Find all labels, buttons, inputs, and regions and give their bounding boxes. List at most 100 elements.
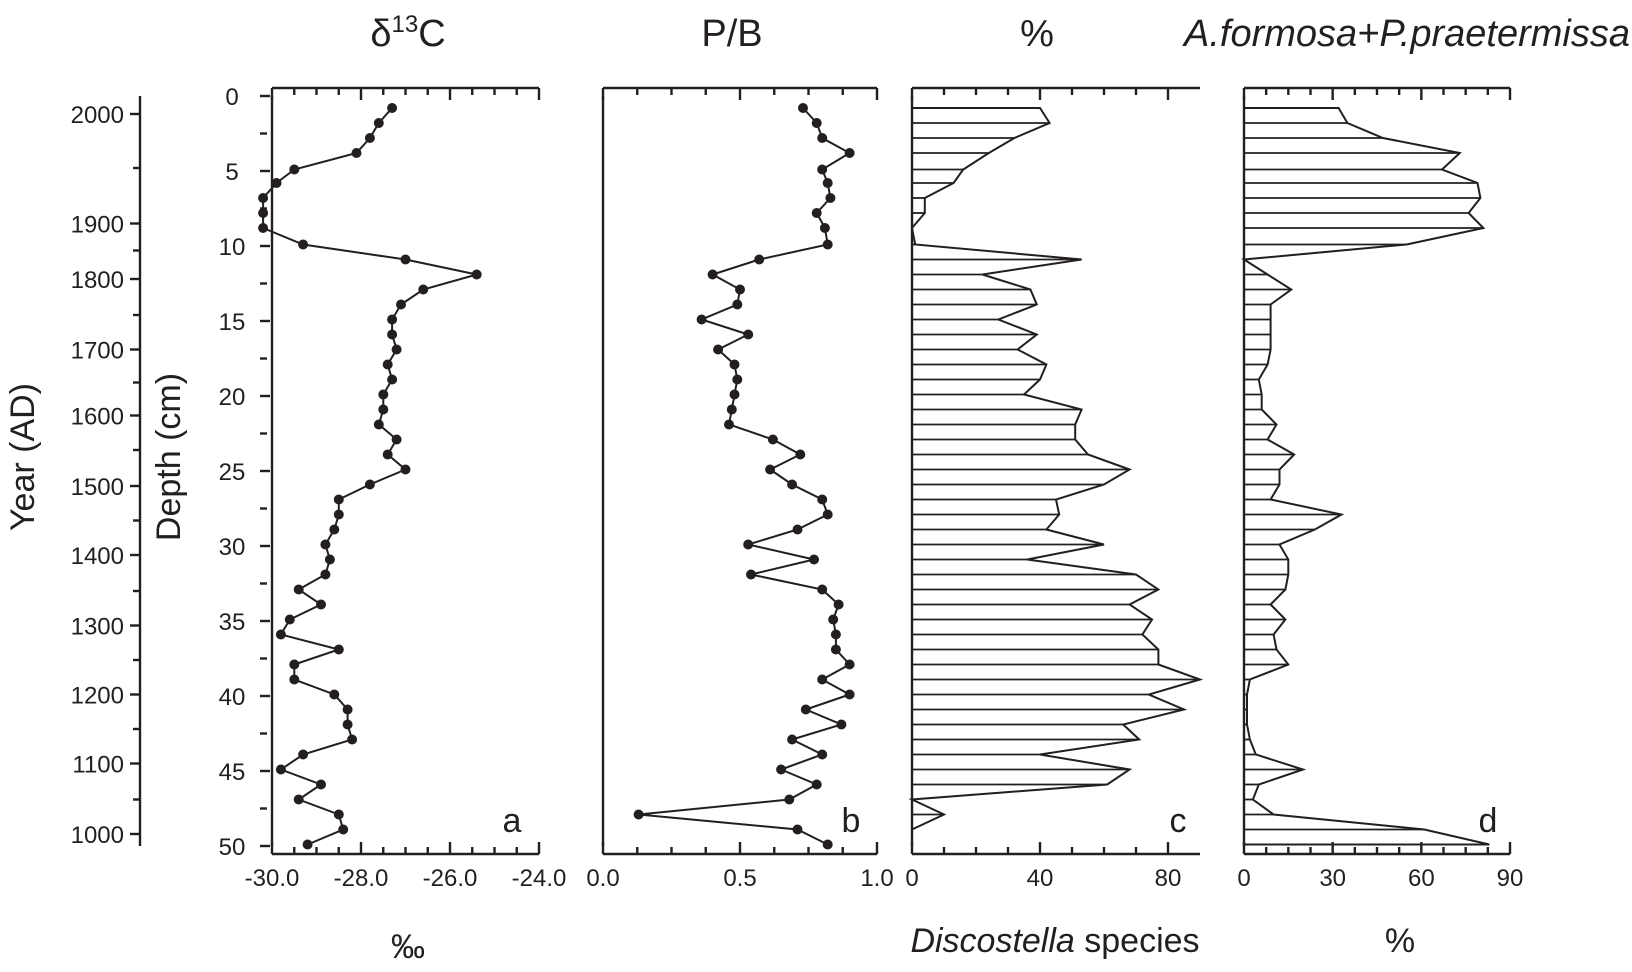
panel-a-point — [364, 479, 375, 490]
panel-a-series-line — [262, 107, 477, 846]
panel-a-point — [316, 599, 326, 610]
depth-tick-label: 15 — [219, 309, 246, 336]
panel-b-point — [729, 359, 740, 370]
panel-b-xtick-label: 1.0 — [860, 865, 893, 892]
panel-b-point — [784, 794, 795, 805]
panel-b-point — [828, 614, 839, 625]
depth-tick-label: 30 — [219, 534, 246, 561]
panel-b-point — [817, 494, 828, 505]
panel-a-xlabel: ‰ — [391, 928, 425, 966]
depth-tick-label: 0 — [225, 84, 238, 111]
panel-a-point — [289, 674, 300, 685]
depth-tick-label: 45 — [219, 759, 246, 786]
panel-b-point — [836, 719, 847, 730]
panel-b-point — [732, 374, 743, 385]
year-tick-label: 1000 — [71, 822, 124, 849]
panel-b-xtick-label: 0.5 — [723, 865, 756, 892]
depth-tick-label: 35 — [219, 609, 246, 636]
panel-a-point — [275, 629, 286, 640]
panel-b-point — [825, 193, 836, 203]
year-tick-label: 1200 — [71, 683, 124, 710]
year-tick-label: 1900 — [71, 212, 124, 239]
panel-b-point — [819, 223, 830, 233]
year-tick-label: 1100 — [72, 752, 124, 779]
panel-a-point — [289, 164, 300, 175]
panel-a-point — [320, 539, 331, 550]
panel-b-point — [811, 779, 822, 790]
panel-b-point — [817, 164, 828, 175]
panel-b-point — [743, 539, 754, 550]
panel-b-point — [817, 133, 828, 143]
panel-a-point — [378, 389, 389, 400]
panel-a-point — [333, 644, 344, 655]
panel-b-series-line — [638, 107, 853, 846]
panel-a-point — [284, 614, 295, 625]
panel-a-letter: a — [503, 802, 522, 840]
panel-a-point — [342, 704, 353, 715]
panel-b-point — [844, 659, 855, 670]
panel-b-point — [798, 103, 808, 113]
depth-tick-label: 50 — [219, 834, 246, 861]
panel-a: -30.0 -28.0 -26.0 -24.0 — [245, 86, 567, 892]
panel-a-point — [293, 794, 304, 805]
depth-tick-label: 25 — [219, 459, 246, 486]
year-tick-label: 1500 — [71, 474, 124, 501]
panel-b-point — [754, 254, 765, 265]
year-tick-label: 1700 — [71, 338, 124, 365]
panel-a-xtick-label: -30.0 — [245, 865, 300, 892]
panel-b-point — [743, 329, 754, 340]
panel-a-xtick-label: -24.0 — [512, 865, 567, 892]
panel-c-xtick-label: 40 — [1027, 865, 1054, 892]
panel-b-point — [795, 449, 806, 460]
panel-a-point — [351, 148, 362, 158]
panel-a-point — [387, 374, 398, 385]
panel-a-point — [418, 284, 429, 295]
panel-d-envelope — [1240, 107, 1490, 846]
panel-b-point — [844, 148, 855, 158]
panel-a-point — [302, 839, 313, 850]
panel-a-point — [347, 734, 358, 745]
panel-c-xlabel-rest: species — [1075, 922, 1200, 960]
depth-ticks: 0 5 10 15 20 25 30 35 40 45 50 — [219, 84, 270, 861]
panel-d-xlabel: % — [1385, 922, 1415, 960]
panel-b-point — [811, 208, 822, 218]
panel-a-point — [316, 779, 326, 790]
panel-b-point — [633, 809, 644, 820]
panel-a-point — [364, 133, 375, 143]
depth-tick-label: 10 — [219, 234, 246, 261]
panel-a-point — [333, 809, 344, 820]
panel-b-point — [830, 644, 841, 655]
panel-a-point — [298, 239, 309, 250]
panel-b-point — [811, 118, 822, 128]
panel-b-point — [830, 629, 841, 640]
panel-a-point — [320, 569, 331, 580]
panel-d: 0 30 60 90 — [1237, 86, 1524, 892]
panel-a-point — [289, 659, 300, 670]
panel-b-point — [822, 239, 833, 250]
panel-c-letter: c — [1170, 802, 1187, 840]
depth-tick-label: 5 — [225, 159, 238, 186]
panel-b-point — [817, 674, 828, 685]
panel-a-point — [298, 749, 309, 760]
panel-a-title-delta: δ — [370, 13, 391, 55]
panel-b-point — [822, 509, 833, 520]
depth-tick-label: 40 — [219, 684, 246, 711]
panel-a-title: δ13C — [370, 11, 445, 55]
depth-axis: Depth (cm) 0 5 10 15 20 25 30 35 40 45 50 — [150, 84, 270, 861]
depth-axis-label: Depth (cm) — [150, 373, 188, 541]
panel-c-xtick-label: 0 — [905, 865, 918, 892]
panel-a-point — [391, 344, 402, 355]
panel-d-xtick-label: 90 — [1497, 865, 1524, 892]
panel-a-xtick-label: -28.0 — [334, 865, 389, 892]
panel-b-point — [707, 269, 718, 280]
year-axis: Year (AD) 2000 1900 1800 1700 1600 1500 1400 13… — [4, 96, 142, 849]
panel-a-point — [387, 314, 398, 325]
panel-b-point — [792, 824, 803, 835]
year-tick-label: 1600 — [71, 404, 124, 431]
panel-b-point — [726, 404, 737, 415]
panel-c-xtick-label: 80 — [1155, 865, 1182, 892]
panel-c-envelope — [908, 107, 1204, 845]
panel-a-point — [258, 223, 269, 233]
panel-b-title: P/B — [701, 13, 762, 55]
